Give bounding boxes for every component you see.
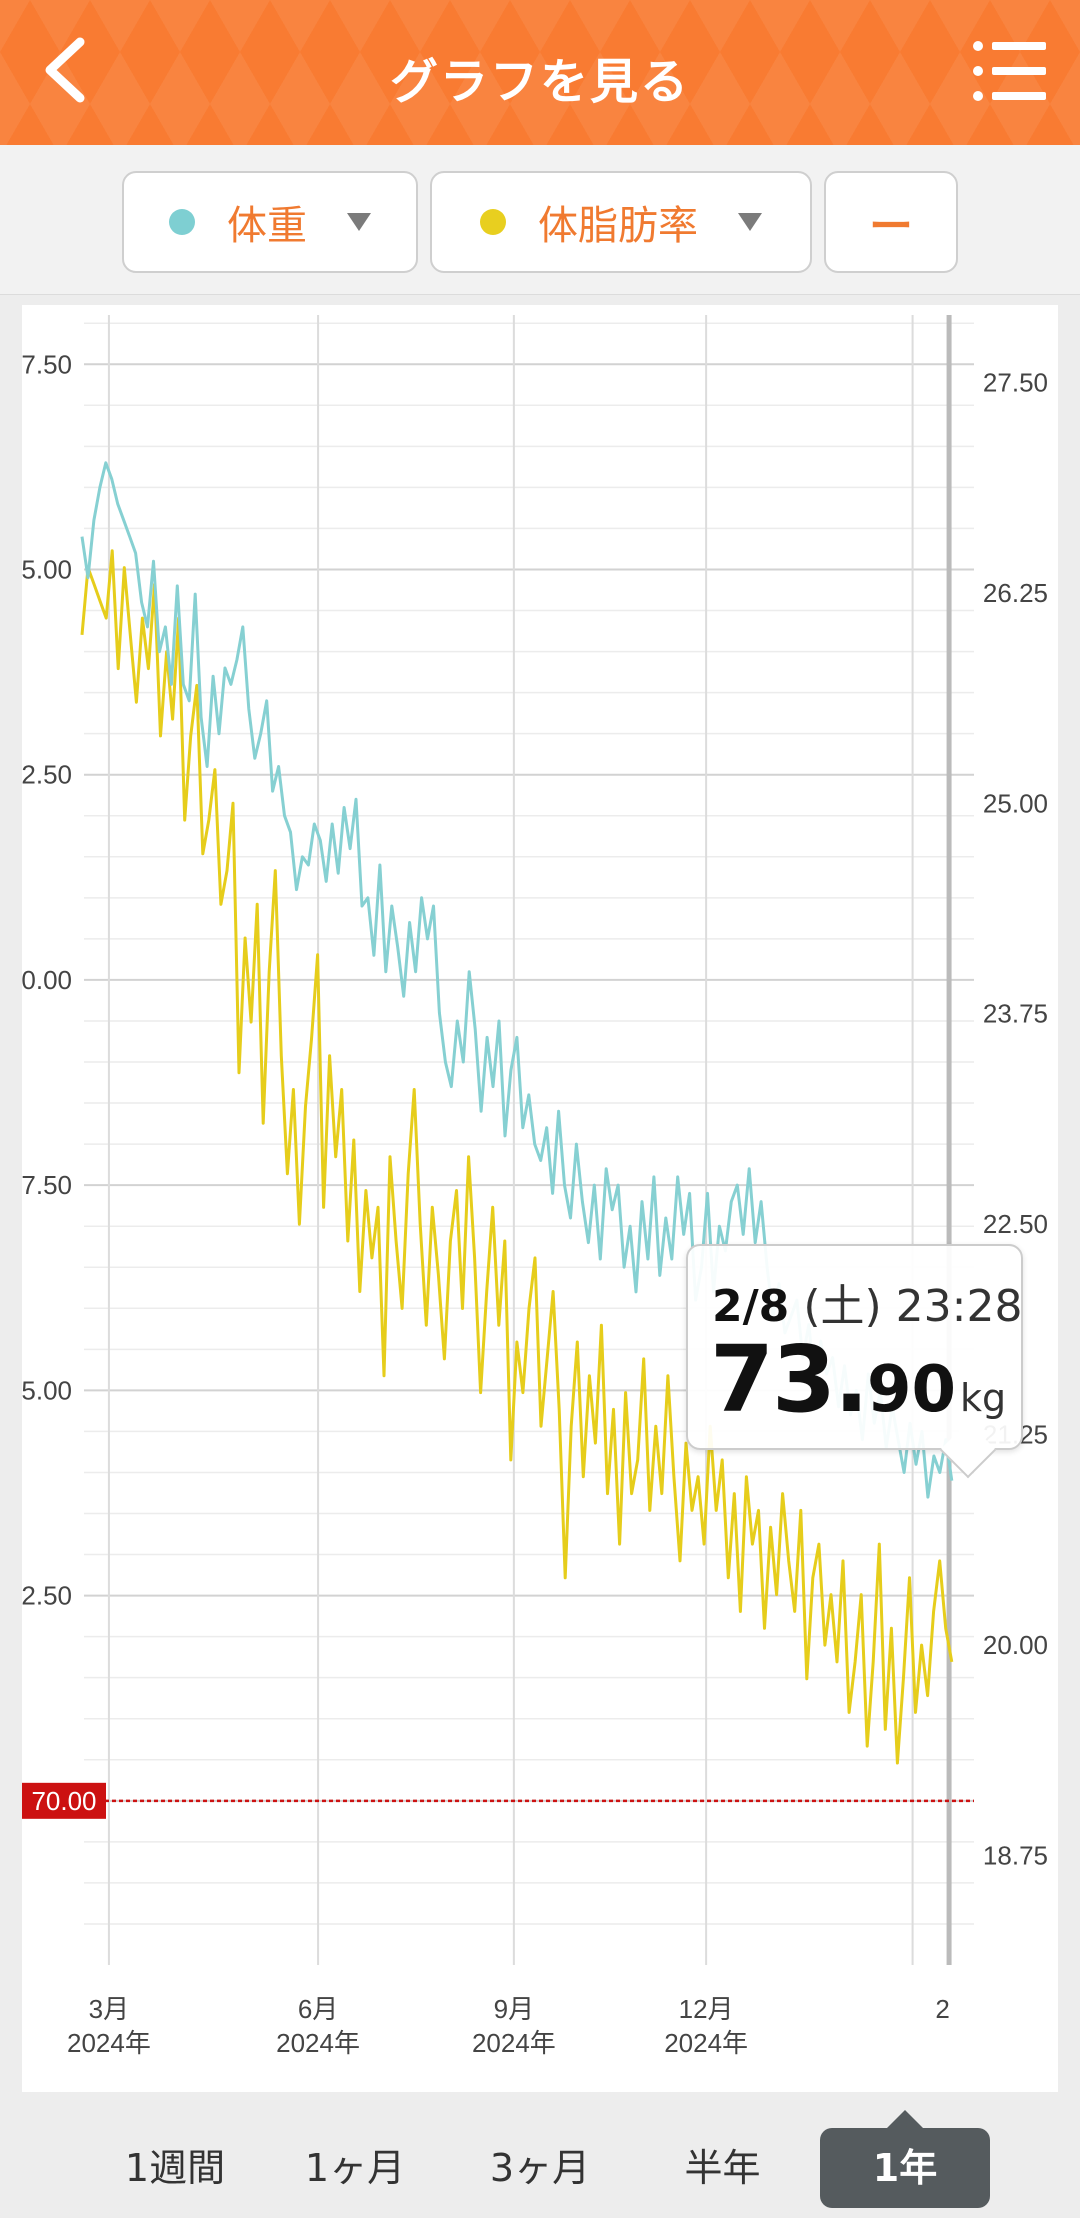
x-axis-month-label: 6月 bbox=[298, 1994, 338, 2024]
left-axis-tick-label: 87.50 bbox=[22, 349, 72, 379]
third-series-select[interactable]: ー bbox=[824, 171, 958, 273]
period-tab-halfyear[interactable]: 半年 bbox=[684, 2146, 761, 2190]
list-menu-icon bbox=[973, 41, 1046, 101]
body-fat-series-line bbox=[80, 549, 954, 1765]
left-axis-tick-label: 72.50 bbox=[22, 1581, 72, 1611]
dropdown-arrow-icon bbox=[738, 213, 762, 231]
body-fat-color-dot bbox=[480, 209, 506, 235]
x-axis-year-label: 2024年 bbox=[664, 2028, 748, 2058]
x-axis-year-label: 2024年 bbox=[472, 2028, 556, 2058]
third-series-label: ー bbox=[869, 201, 913, 252]
weight-chart[interactable]: 87.50 85.00 82.50 80.00 77.50 75.00 72.50 27.5… bbox=[7, 305, 1058, 2092]
secondary-series-label: 体脂肪率 bbox=[538, 203, 698, 249]
right-axis-tick-label: 27.50 bbox=[983, 367, 1048, 397]
dropdown-arrow-icon bbox=[347, 213, 371, 231]
left-axis-tick-label: 77.50 bbox=[22, 1170, 72, 1200]
menu-button[interactable] bbox=[970, 36, 1050, 106]
right-axis-tick-label: 22.50 bbox=[983, 1209, 1048, 1239]
x-axis-month-label: 3月 bbox=[89, 1994, 129, 2024]
period-tab-month[interactable]: 1ヶ月 bbox=[304, 2146, 406, 2190]
data-tooltip: 2/8 (土) 23:28 73.90 kg bbox=[686, 1244, 1023, 1479]
left-axis-tick-label: 82.50 bbox=[22, 760, 72, 790]
page-title: グラフを見る bbox=[389, 54, 690, 110]
primary-series-select[interactable]: 体重 bbox=[122, 171, 418, 273]
series-selector-bar: 体重 体脂肪率 ー bbox=[0, 145, 1080, 295]
x-axis-year-label: 2024年 bbox=[276, 2028, 360, 2058]
target-badge bbox=[22, 1782, 106, 1819]
left-axis-tick-label: 85.00 bbox=[22, 554, 72, 584]
right-axis-tick-label: 25.00 bbox=[983, 788, 1048, 818]
x-axis-month-label: 12月 bbox=[679, 1994, 734, 2024]
primary-series-label: 体重 bbox=[227, 203, 307, 249]
x-axis-month-label: 9月 bbox=[494, 1994, 534, 2024]
tooltip-date: 2/8 (土) 23:28 bbox=[712, 1281, 1023, 1332]
chevron-left-icon bbox=[45, 37, 85, 103]
left-axis-tick-label: 75.00 bbox=[22, 1375, 72, 1405]
period-tab-year[interactable]: 1年 bbox=[820, 2110, 990, 2208]
tooltip-value: 73.90 kg bbox=[710, 1326, 1007, 1433]
period-tab-week[interactable]: 1週間 bbox=[124, 2146, 226, 2190]
right-axis-tick-label: 18.75 bbox=[983, 1841, 1048, 1871]
secondary-series-select[interactable]: 体脂肪率 bbox=[430, 171, 812, 273]
app-header: グラフを見る bbox=[0, 0, 1080, 145]
target-value-label: 70.00 bbox=[31, 1786, 96, 1816]
x-axis-month-label: 2 bbox=[935, 1994, 949, 2024]
period-tab-3month[interactable]: 3ヶ月 bbox=[489, 2146, 591, 2190]
left-axis-tick-label: 80.00 bbox=[22, 965, 72, 995]
right-axis-tick-label: 26.25 bbox=[983, 578, 1048, 608]
weight-color-dot bbox=[169, 209, 195, 235]
right-axis-tick-label: 20.00 bbox=[983, 1630, 1048, 1660]
back-button[interactable] bbox=[30, 30, 110, 110]
right-axis-tick-label: 23.75 bbox=[983, 999, 1048, 1029]
x-axis-year-label: 2024年 bbox=[67, 2028, 151, 2058]
chart-card[interactable]: 87.50 85.00 82.50 80.00 77.50 75.00 72.50 27.5… bbox=[7, 305, 1058, 2092]
period-tabs: 1週間 1ヶ月 3ヶ月 半年 1年 bbox=[0, 2100, 1080, 2218]
